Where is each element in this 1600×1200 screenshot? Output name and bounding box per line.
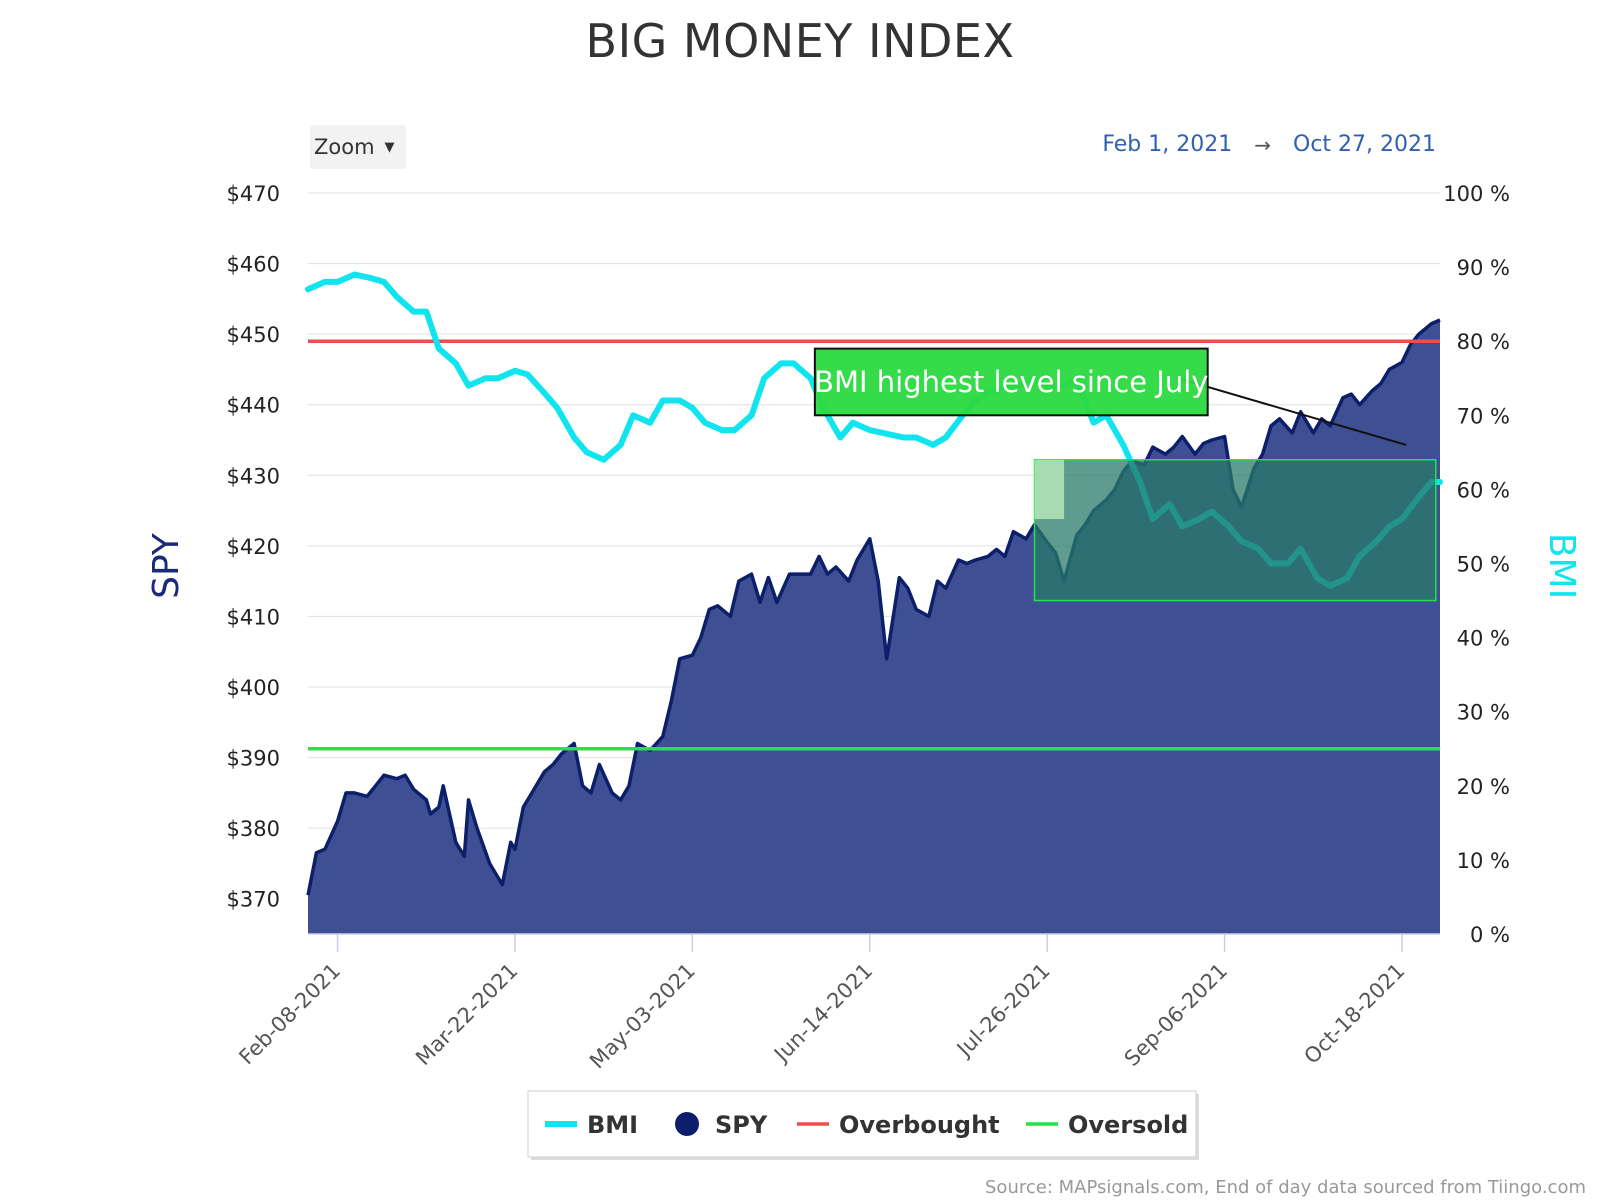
- zoom-label: Zoom: [314, 135, 375, 159]
- x-tick-label: Mar-22-2021: [411, 959, 522, 1070]
- legend-item-overbought[interactable]: Overbought: [839, 1111, 1000, 1139]
- y-left-tick-label: $430: [227, 464, 280, 488]
- y-right-axis-title: BMI: [1541, 533, 1582, 599]
- highlight-box-corner: [1034, 459, 1065, 520]
- y-right-tick-label: 10 %: [1457, 849, 1510, 873]
- y-right-tick-label: 40 %: [1457, 627, 1510, 651]
- range-from[interactable]: Feb 1, 2021: [1102, 132, 1233, 157]
- y-left-tick-label: $400: [227, 676, 280, 700]
- y-right-tick-label: 30 %: [1457, 701, 1510, 725]
- trend-line: [1177, 377, 1407, 446]
- legend-box: [527, 1090, 1197, 1158]
- zoom-dropdown[interactable]: Zoom ▼: [310, 125, 406, 169]
- source-credit: Source: MAPsignals.com, End of day data …: [985, 1177, 1586, 1198]
- arrow-right-icon: →: [1254, 132, 1271, 157]
- y-left-tick-label: $380: [227, 817, 280, 841]
- y-left-tick-label: $410: [227, 605, 280, 629]
- legend-item-oversold[interactable]: Oversold: [1068, 1111, 1188, 1139]
- x-tick-label: Jun-14-2021: [768, 959, 877, 1068]
- y-left-tick-label: $460: [227, 253, 280, 277]
- legend-item-spy[interactable]: SPY: [715, 1111, 768, 1139]
- y-right-tick-label: 50 %: [1457, 553, 1510, 577]
- x-tick-label: May-03-2021: [585, 959, 700, 1074]
- chevron-down-icon: ▼: [384, 139, 395, 155]
- y-right-tick-label: 80 %: [1457, 330, 1510, 354]
- y-right-tick-label: 60 %: [1457, 478, 1510, 502]
- y-right-tick-label: 70 %: [1457, 404, 1510, 428]
- y-left-tick-label: $450: [227, 323, 280, 347]
- legend-marker-spy[interactable]: [675, 1112, 699, 1136]
- y-right-tick-label: 0 %: [1470, 923, 1510, 947]
- annotation-box: [813, 347, 1209, 417]
- y-right-tick-label: 90 %: [1457, 256, 1510, 280]
- x-tick-label: Jul-26-2021: [951, 959, 1055, 1063]
- y-left-tick-label: $440: [227, 394, 280, 418]
- date-range: Feb 1, 2021 → Oct 27, 2021: [1102, 132, 1436, 157]
- x-tick-label: Oct-18-2021: [1299, 959, 1409, 1069]
- y-left-tick-label: $370: [227, 888, 280, 912]
- range-to[interactable]: Oct 27, 2021: [1293, 132, 1436, 157]
- x-tick-label: Feb-08-2021: [234, 959, 345, 1070]
- y-left-tick-label: $420: [227, 535, 280, 559]
- y-right-tick-label: 100 %: [1443, 182, 1510, 206]
- legend-item-bmi[interactable]: BMI: [587, 1111, 638, 1139]
- highlight-box: [1033, 459, 1437, 602]
- y-left-tick-label: $390: [227, 747, 280, 771]
- annotation-label: BMI highest level since July: [814, 365, 1208, 399]
- y-left-axis-title: SPY: [146, 532, 187, 599]
- y-right-tick-label: 20 %: [1457, 775, 1510, 799]
- x-tick-label: Sep-06-2021: [1120, 959, 1232, 1071]
- chart-title: BIG MONEY INDEX: [585, 14, 1015, 68]
- y-left-tick-label: $470: [227, 182, 280, 206]
